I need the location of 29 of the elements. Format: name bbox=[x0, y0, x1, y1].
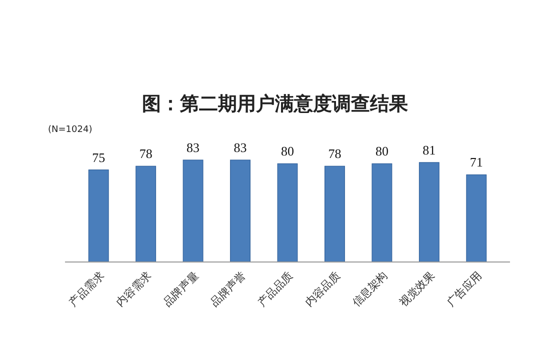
bar bbox=[324, 166, 345, 262]
x-tick-label: 产品品质 bbox=[255, 268, 296, 310]
chart-title: 图：第二期用户满意度调查结果 bbox=[142, 93, 409, 115]
data-label: 75 bbox=[92, 150, 106, 165]
data-label: 83 bbox=[234, 140, 247, 155]
data-label: 71 bbox=[470, 154, 483, 170]
x-tick-label: 广告应用 bbox=[444, 268, 485, 310]
data-label: 80 bbox=[375, 144, 388, 159]
text: (N=1024) bbox=[48, 125, 92, 135]
x-tick-label: 信息架构 bbox=[350, 268, 390, 310]
bar bbox=[88, 170, 109, 262]
bar bbox=[277, 163, 298, 262]
bar bbox=[418, 162, 440, 262]
x-tick-label: 内容需求 bbox=[114, 268, 154, 310]
x-tick-label: 品牌声量 bbox=[160, 268, 202, 310]
data-label: 78 bbox=[139, 146, 152, 162]
bar bbox=[466, 174, 487, 262]
data-label: 80 bbox=[281, 144, 294, 159]
x-tick-label: 内容品质 bbox=[302, 268, 343, 310]
data-label: 83 bbox=[186, 140, 200, 155]
bar bbox=[182, 160, 204, 262]
bar bbox=[230, 160, 250, 262]
bar bbox=[372, 163, 392, 262]
x-tick-label: 产品需求 bbox=[66, 268, 107, 310]
data-label: 81 bbox=[422, 142, 436, 158]
x-tick-label: 视觉效果 bbox=[396, 268, 438, 310]
data-label: 78 bbox=[328, 146, 342, 162]
bar bbox=[136, 166, 156, 262]
x-tick-label: 品牌声誉 bbox=[208, 268, 248, 310]
